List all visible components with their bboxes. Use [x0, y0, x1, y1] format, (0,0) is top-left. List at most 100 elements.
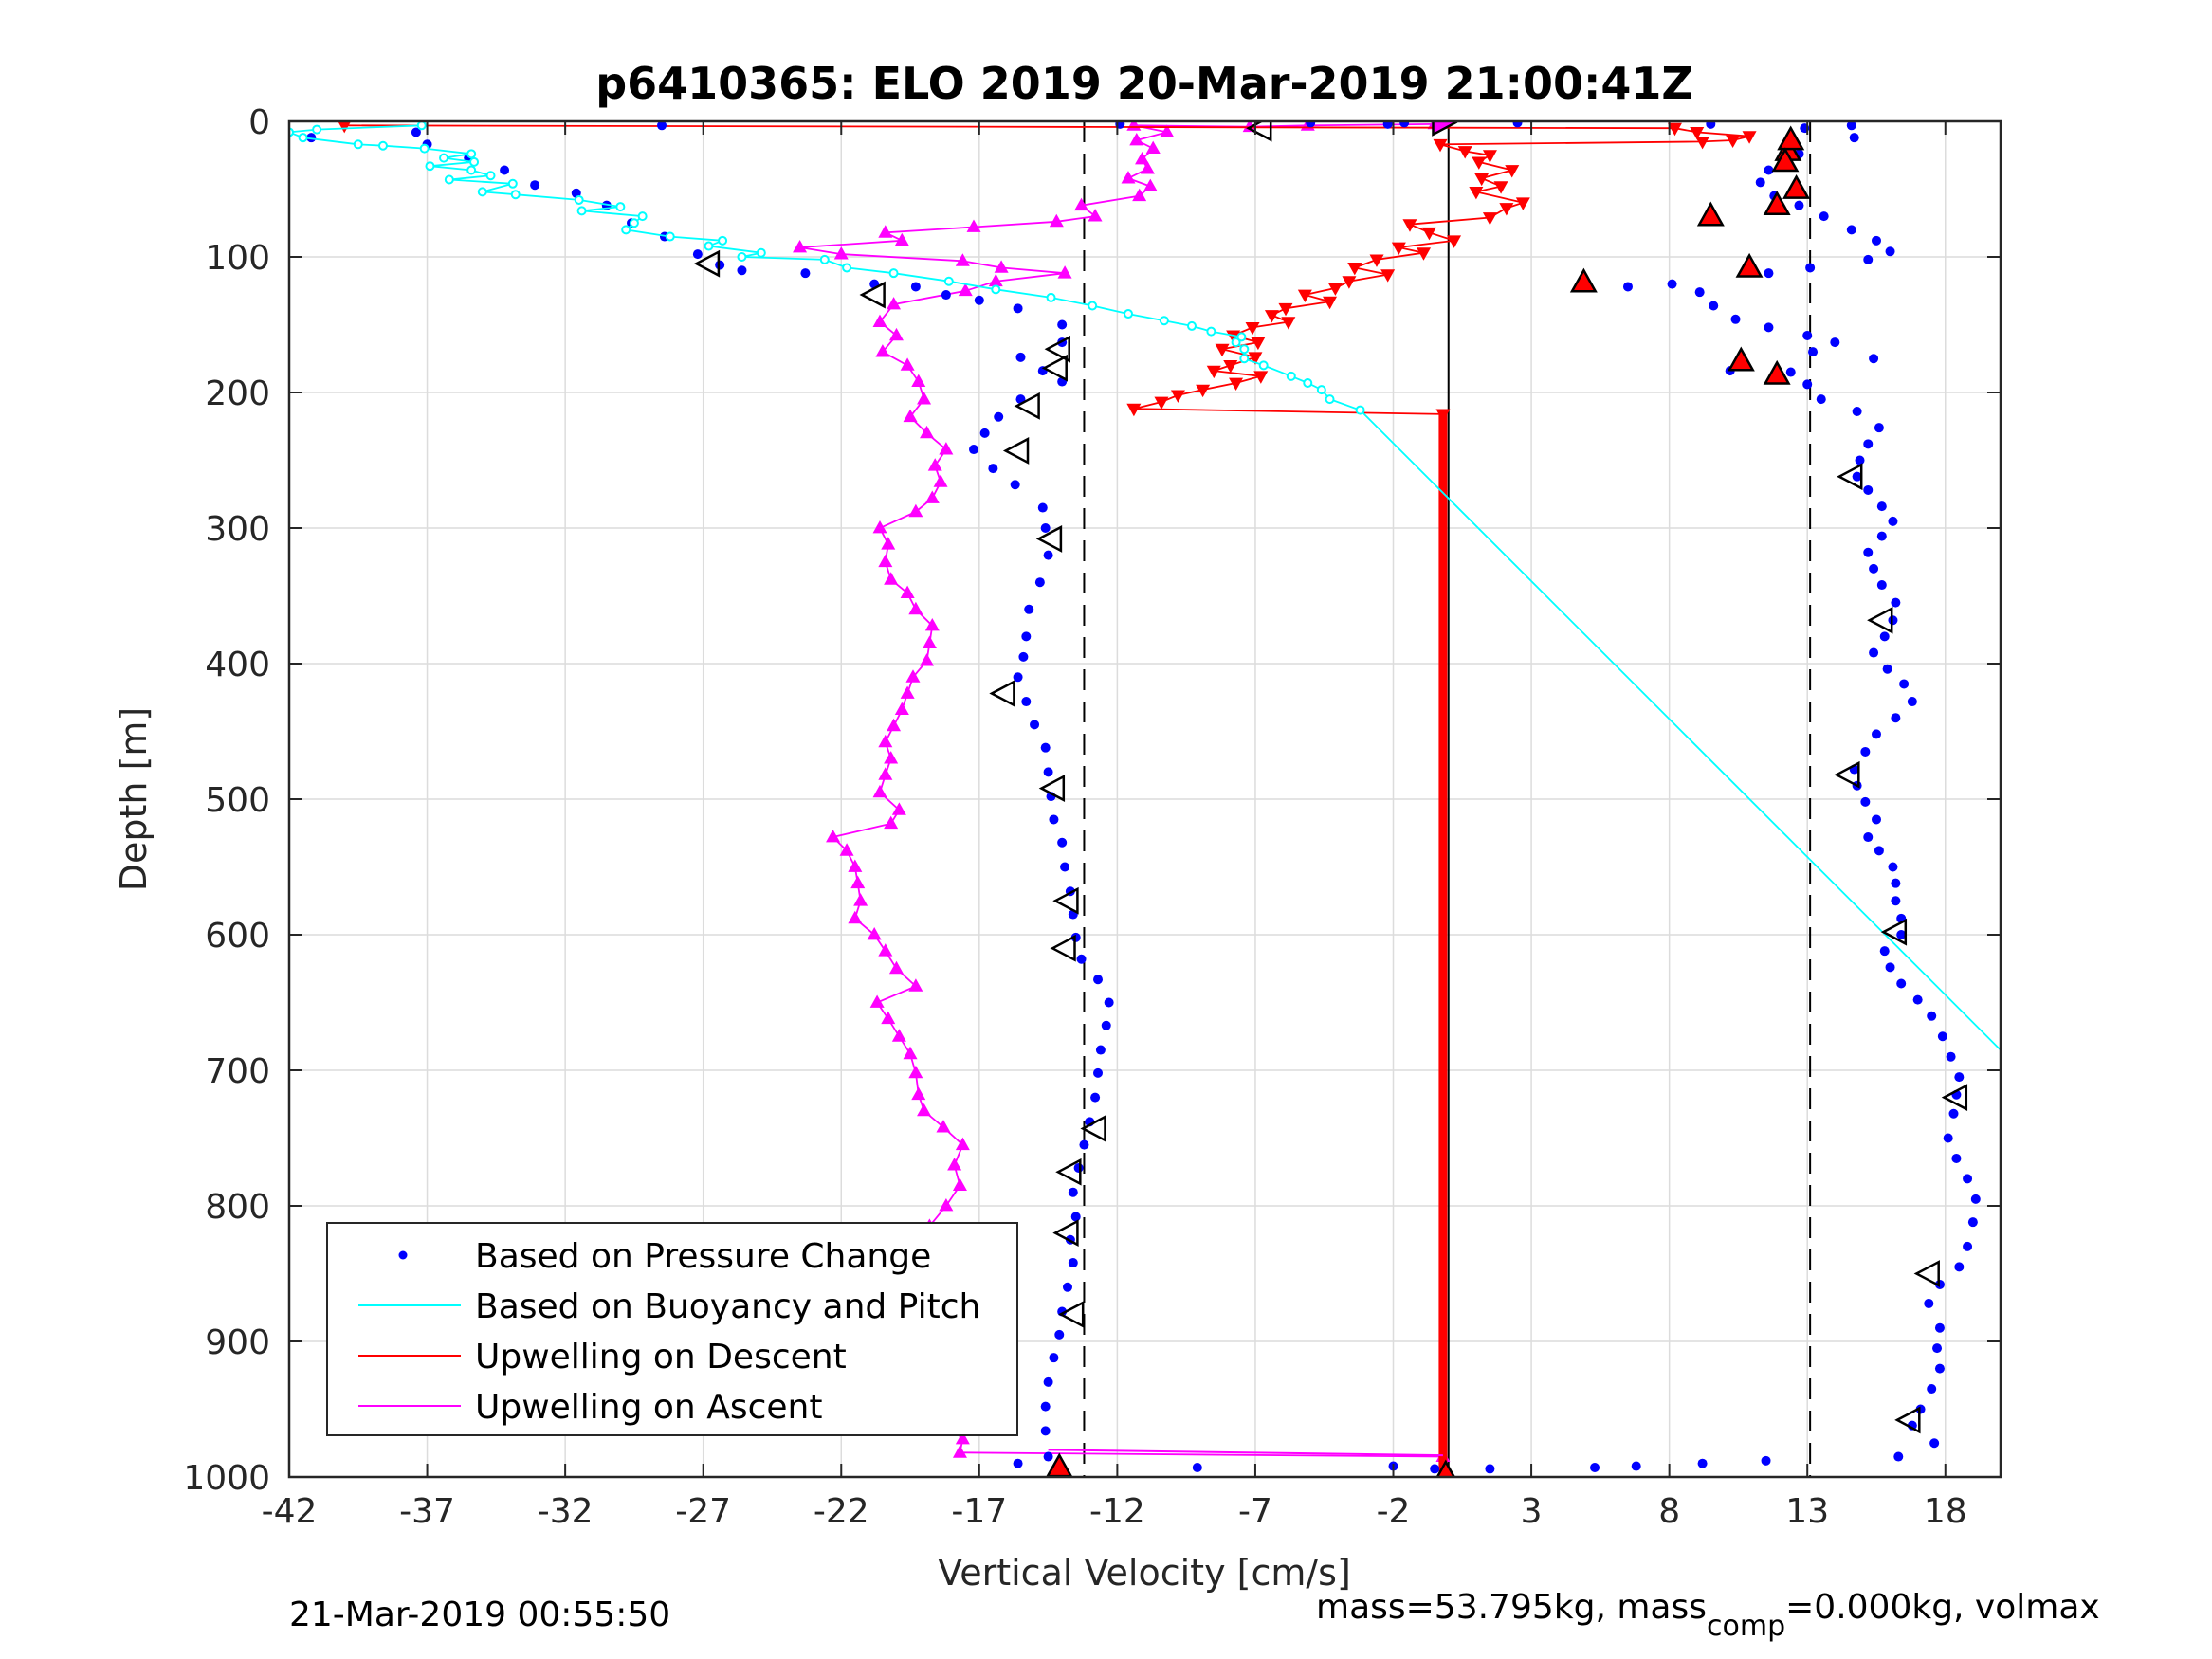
- open-triangle-marker: [1894, 1406, 1921, 1434]
- x-tick-label: -7: [1238, 1492, 1272, 1531]
- ascent-point: [924, 617, 940, 631]
- descent-point: [338, 121, 352, 134]
- pressure-point: [1382, 121, 1393, 129]
- red-triangle-marker: [1771, 147, 1800, 173]
- ascent-point: [955, 1137, 970, 1151]
- descent-point: [1281, 317, 1296, 330]
- descent-point: [1327, 283, 1343, 296]
- red-triangle-marker: [1777, 125, 1805, 151]
- pressure-point: [1816, 394, 1826, 405]
- legend-label-buoyancy: Based on Buoyancy and Pitch: [475, 1287, 980, 1326]
- descent-point: [1482, 212, 1497, 226]
- buoyancy-point: [1231, 337, 1241, 348]
- buoyancy-point: [377, 140, 388, 151]
- ascent-point: [922, 635, 937, 648]
- red-triangle-marker: [1763, 191, 1791, 216]
- pressure-point: [1755, 177, 1765, 188]
- pressure-point: [1070, 1212, 1081, 1222]
- y-tick-label: 1000: [183, 1459, 270, 1498]
- open-triangle-marker: [1941, 1084, 1968, 1111]
- red-triangle-marker: [1782, 173, 1811, 199]
- descent-point: [1170, 390, 1185, 403]
- descent-point: [1196, 384, 1211, 398]
- ascent-point: [911, 1086, 926, 1101]
- footer-mass-suffix: =0.000kg, volmax: [1785, 1588, 2100, 1627]
- buoyancy-point: [469, 156, 480, 167]
- descent-point: [1726, 135, 1741, 149]
- pressure-point: [1730, 314, 1741, 324]
- open-triangle-markers: [693, 121, 1968, 1434]
- legend-marker-pressure: [398, 1250, 408, 1260]
- pressure-point: [1934, 1363, 1945, 1374]
- buoyancy-point: [991, 284, 1001, 295]
- descent-point: [1402, 219, 1417, 232]
- descent-point: [1229, 377, 1244, 392]
- ascent-point: [826, 829, 841, 843]
- buoyancy-point: [507, 178, 518, 189]
- pressure-point: [1869, 354, 1879, 364]
- footer-timestamp: 21-Mar-2019 00:55:50: [289, 1595, 670, 1634]
- buoyancy-point: [444, 174, 454, 185]
- ascent-point: [903, 1046, 918, 1060]
- pressure-point: [1871, 235, 1881, 246]
- buoyancy-point: [312, 124, 322, 135]
- pressure-point: [1963, 1174, 1973, 1184]
- series-buoyancy-pitch: [289, 121, 2001, 1051]
- buoyancy-point: [574, 194, 584, 205]
- ascent-point: [891, 802, 906, 815]
- open-triangle-marker: [1432, 121, 1458, 137]
- pressure-point: [800, 268, 811, 279]
- y-tick-label: 300: [205, 510, 270, 549]
- pressure-point: [1076, 954, 1087, 964]
- x-tick-label: -37: [399, 1492, 455, 1531]
- bottom-turn-line: [1048, 1449, 1443, 1457]
- buoyancy-point: [718, 235, 728, 246]
- descent-point: [1264, 310, 1279, 323]
- y-tick-label: 0: [248, 103, 270, 142]
- ascent-point: [878, 554, 893, 568]
- open-triangle-marker: [1052, 1219, 1079, 1247]
- buoyancy-point: [1124, 309, 1134, 319]
- pressure-point: [1430, 1464, 1440, 1474]
- pressure-point: [1863, 254, 1874, 264]
- descent-line: [344, 124, 1750, 415]
- pressure-point: [1951, 1153, 1962, 1163]
- pressure-point: [1093, 1067, 1104, 1078]
- pressure-point: [1891, 878, 1901, 888]
- open-triangle-marker: [1867, 606, 1893, 634]
- ascent-point: [955, 253, 970, 266]
- ascent-point: [966, 219, 981, 232]
- pressure-point: [1590, 1462, 1600, 1472]
- pressure-point: [1021, 697, 1032, 707]
- open-triangle-marker: [1035, 525, 1063, 553]
- pressure-point: [1062, 1282, 1072, 1292]
- pressure-point: [1808, 347, 1819, 357]
- pressure-point: [1896, 930, 1907, 939]
- x-tick-label: -32: [538, 1492, 594, 1531]
- pressure-point: [1054, 1329, 1065, 1340]
- pressure-point: [1876, 531, 1887, 541]
- ascent-point: [900, 585, 915, 598]
- buoyancy-point: [477, 187, 487, 197]
- pressure-point: [1907, 697, 1917, 707]
- pressure-point: [411, 127, 421, 137]
- pressure-point: [1040, 523, 1051, 533]
- ascent-point: [888, 327, 904, 341]
- pressure-point: [1891, 713, 1901, 723]
- pressure-point: [1018, 651, 1029, 662]
- x-axis-label: Vertical Velocity [cm/s]: [938, 1552, 1351, 1594]
- legend-label-pressure: Based on Pressure Change: [475, 1237, 931, 1276]
- ascent-point: [903, 409, 918, 423]
- pressure-point: [1863, 547, 1874, 557]
- open-triangle-marker: [859, 281, 886, 309]
- open-triangle-marker: [1913, 1260, 1940, 1287]
- ascent-point: [905, 669, 921, 683]
- pressure-point: [1512, 121, 1523, 128]
- pressure-point: [1057, 837, 1068, 848]
- buoyancy-point: [416, 121, 427, 131]
- pressure-point: [1893, 1451, 1904, 1462]
- pressure-point: [1948, 1108, 1959, 1119]
- descent-point: [1667, 122, 1682, 137]
- pressure-point: [1104, 997, 1114, 1008]
- ascent-point: [1140, 161, 1155, 174]
